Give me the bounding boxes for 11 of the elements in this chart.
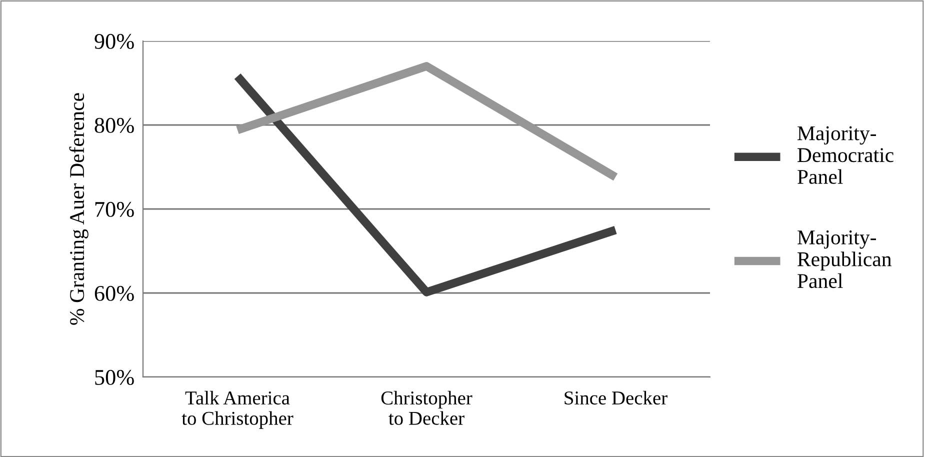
y-tick-label: 80% <box>94 118 134 133</box>
legend-label: Majority- Democratic Panel <box>798 126 894 184</box>
y-tick-label: 50% <box>95 370 134 385</box>
x-tick-label: Christopher to Decker <box>381 390 472 425</box>
y-tick-label: 90% <box>94 34 134 49</box>
y-axis-title: % Granting Auer Deference <box>69 93 88 325</box>
x-tick-label: Talk America to Christopher <box>182 390 294 429</box>
x-tick-label: Since Decker <box>564 390 668 405</box>
y-tick-label: 70% <box>95 202 134 217</box>
y-tick-label: 60% <box>94 286 134 301</box>
legend-label: Majority- Republican Panel <box>798 230 892 288</box>
